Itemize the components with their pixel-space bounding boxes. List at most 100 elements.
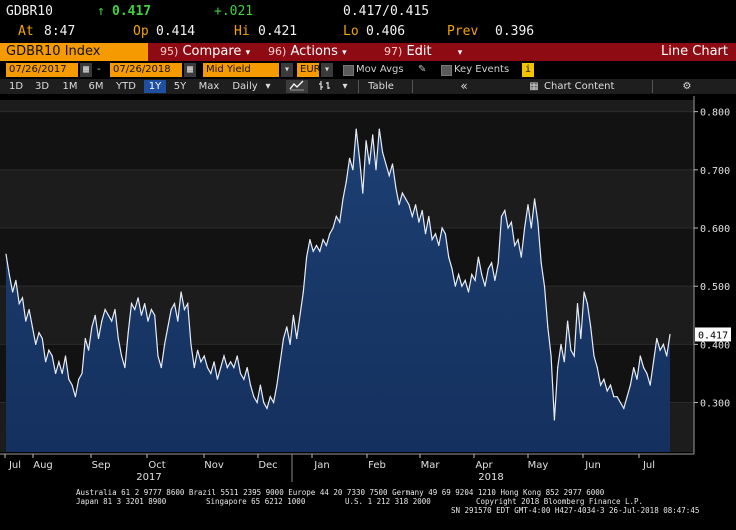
data-point	[345, 180, 347, 183]
data-point	[259, 384, 261, 386]
data-point	[603, 378, 605, 380]
open-label: Op	[133, 24, 149, 39]
field-select[interactable]: Mid Yield	[203, 63, 279, 77]
table-button[interactable]: Table	[368, 81, 394, 92]
period-ytd[interactable]: YTD	[116, 81, 136, 92]
data-point	[583, 291, 585, 293]
high-value: 0.421	[258, 24, 298, 39]
data-point	[514, 244, 516, 247]
chart-content-grid-icon[interactable]: ▦	[529, 81, 539, 92]
start-date-field[interactable]: 07/26/2017	[6, 63, 78, 77]
chevron-down-icon[interactable]: ▾	[265, 81, 271, 92]
data-point	[646, 372, 648, 375]
data-point	[623, 407, 625, 409]
data-point	[193, 367, 195, 369]
data-point	[666, 355, 668, 357]
end-date-field[interactable]: 07/26/2018	[110, 63, 182, 77]
data-point	[220, 367, 222, 369]
data-point	[662, 343, 665, 345]
data-point	[497, 262, 499, 264]
chevron-down-icon[interactable]: ▾	[321, 63, 333, 77]
chevron-down-icon[interactable]: ▾	[281, 63, 293, 77]
data-point	[121, 355, 123, 357]
frequency-select[interactable]: Daily	[232, 81, 258, 92]
compare-menu-label: Compare	[182, 44, 242, 59]
data-point	[164, 343, 166, 345]
data-point	[236, 355, 238, 357]
period-1d[interactable]: 1D	[8, 81, 24, 92]
data-point	[71, 384, 73, 386]
data-point	[203, 355, 205, 357]
x-tick-label: Jul	[8, 460, 21, 471]
data-point	[15, 279, 17, 281]
toolbar-divider	[358, 80, 359, 93]
period-max[interactable]: Max	[198, 81, 220, 92]
y-tick-label: 0.400	[700, 340, 730, 351]
data-point	[557, 367, 559, 369]
key-events-checkbox[interactable]	[441, 65, 452, 76]
actions-menu-number: 96)	[268, 45, 287, 58]
collapse-left-icon[interactable]: «	[460, 79, 468, 93]
edit-menu[interactable]: 97) Edit ▾	[384, 43, 462, 61]
x-tick-label: Dec	[258, 460, 277, 471]
x-tick-label: Sep	[92, 460, 111, 471]
chevron-down-icon[interactable]: ▾	[342, 81, 348, 92]
data-point	[296, 337, 298, 340]
period-3d[interactable]: 3D	[34, 81, 50, 92]
data-point	[253, 396, 255, 398]
chevron-down-icon: ▾	[342, 48, 347, 58]
info-icon[interactable]: i	[522, 63, 534, 77]
data-point	[104, 308, 106, 311]
actions-menu[interactable]: 96) Actions ▾	[268, 43, 347, 61]
data-point	[349, 157, 351, 159]
chevron-down-icon: ▾	[457, 48, 463, 58]
footer-copyright: Copyright 2018 Bloomberg Finance L.P.	[476, 497, 644, 506]
chart-content-button[interactable]: Chart Content	[544, 81, 615, 92]
currency-select[interactable]: EUR	[297, 63, 321, 77]
data-point	[504, 209, 506, 212]
period-1y[interactable]: 1Y	[144, 80, 166, 93]
period-1m[interactable]: 1M	[62, 81, 78, 92]
pencil-icon[interactable]: ✎	[418, 64, 427, 75]
data-point	[474, 279, 476, 281]
last-value-box	[695, 327, 731, 342]
period-5y[interactable]: 5Y	[173, 81, 187, 92]
data-point	[140, 314, 142, 316]
line-chart-icon[interactable]	[286, 80, 308, 93]
data-point	[74, 396, 76, 398]
data-point	[302, 291, 304, 293]
period-6m[interactable]: 6M	[88, 81, 104, 92]
yield-chart[interactable]: 0.300 0.400 0.500 0.600 0.700 0.800 Jul Aug Sep…	[0, 96, 736, 486]
data-point	[315, 244, 318, 247]
data-point	[454, 285, 456, 287]
data-point	[550, 355, 552, 357]
chart-type-label[interactable]: Line Chart	[661, 44, 728, 59]
data-point	[332, 227, 334, 229]
calendar-icon[interactable]: ▦	[184, 63, 196, 77]
x-tick-label: Feb	[368, 460, 386, 471]
calendar-icon[interactable]: ▦	[80, 63, 92, 77]
data-point	[487, 268, 489, 270]
data-point	[25, 320, 27, 322]
data-point	[540, 262, 542, 264]
data-point	[507, 227, 509, 229]
security-name-tab[interactable]: GDBR10 Index	[0, 43, 148, 61]
data-point	[339, 221, 341, 223]
bar-chart-icon[interactable]	[314, 80, 336, 93]
data-point	[629, 384, 632, 386]
data-point	[600, 384, 602, 386]
data-point	[144, 303, 146, 305]
data-point	[524, 227, 526, 229]
data-point	[183, 308, 185, 311]
data-point	[216, 378, 218, 380]
compare-menu[interactable]: 95) Compare ▾	[160, 43, 250, 61]
gear-icon[interactable]: ⚙	[682, 81, 692, 92]
mov-avgs-checkbox[interactable]	[343, 65, 354, 76]
data-point	[352, 169, 354, 171]
data-point	[81, 372, 83, 375]
data-point	[355, 128, 357, 130]
data-point	[656, 337, 658, 340]
data-point	[418, 221, 420, 223]
data-point	[669, 333, 671, 336]
x-tick-label: Mar	[421, 460, 441, 471]
